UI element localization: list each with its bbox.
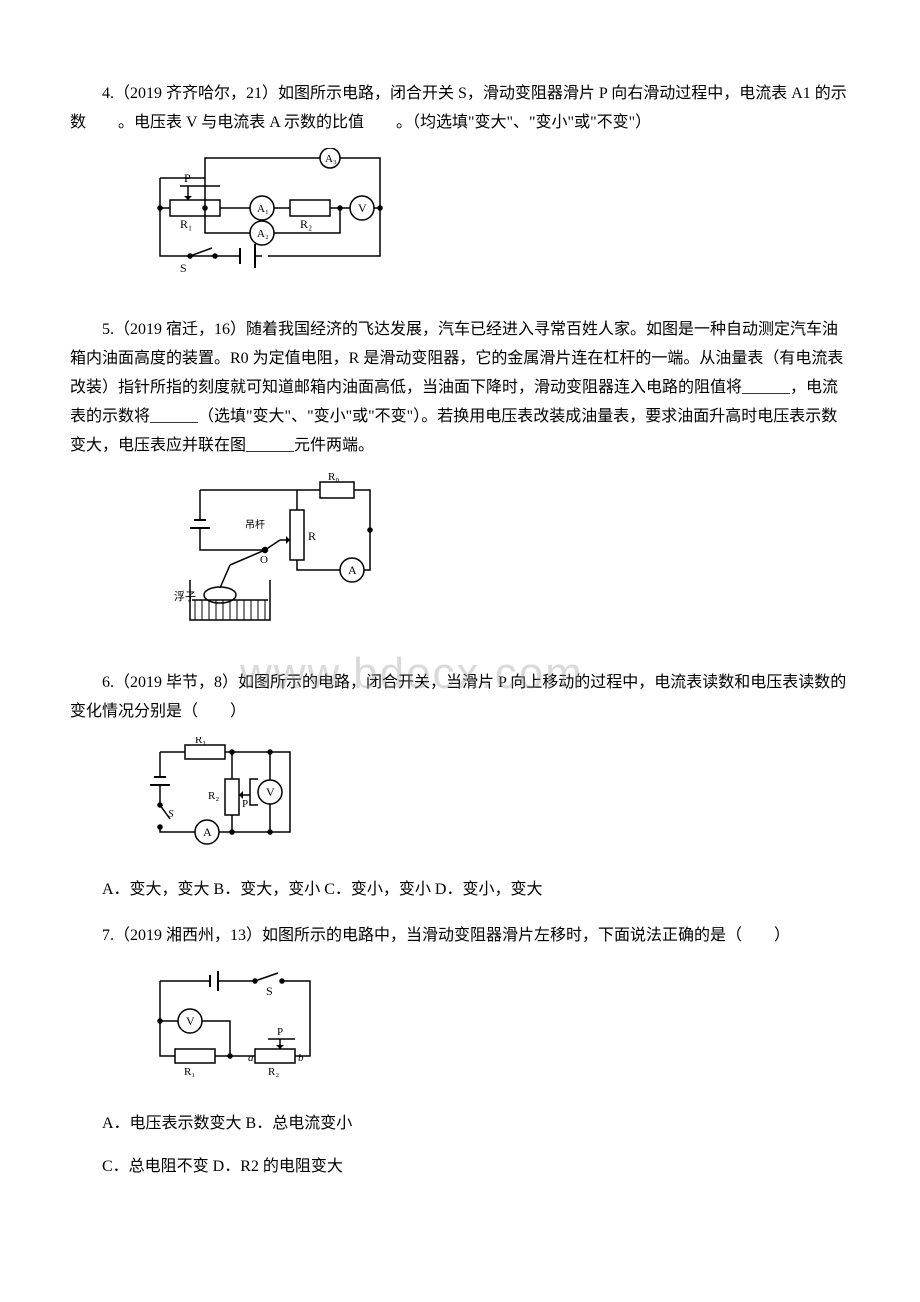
q7-r2-label: R₂ <box>268 1066 279 1078</box>
question-6: 6.（2019 毕节，8）如图所示的电路，闭合开关，当滑片 P 向上移动的过程中… <box>70 669 850 904</box>
q7-a-label: a <box>248 1052 254 1064</box>
q5-o-label: O <box>260 554 268 566</box>
question-5: 5.（2019 宿迁，16）随着我国经济的飞达发展，汽车已经进入寻常百姓人家。如… <box>70 316 850 651</box>
q6-text: 6.（2019 毕节，8）如图所示的电路，闭合开关，当滑片 P 向上移动的过程中… <box>70 669 850 727</box>
q5-figure: R₀ R A O 浮子 吊杆 <box>170 470 850 651</box>
q7-s-label: S <box>266 984 273 998</box>
q7-figure: S V R₁ R₂ a b P <box>140 961 850 1092</box>
q7-v-label: V <box>186 1014 195 1028</box>
q6-v-label: V <box>266 785 275 799</box>
q4-a3-label: A₃ <box>325 153 337 165</box>
q7-options-1: A．电压表示数变大 B．总电流变小 <box>70 1110 850 1139</box>
q5-float-label: 浮子 <box>174 590 196 603</box>
q4-text: 4.（2019 齐齐哈尔，21）如图所示电路，闭合开关 S，滑动变阻器滑片 P … <box>70 80 850 138</box>
q5-r0-label: R₀ <box>328 471 339 483</box>
q7-options-2: C．总电阻不变 D．R2 的电阻变大 <box>70 1153 850 1182</box>
q4-v-label: V <box>358 201 367 215</box>
q6-figure: R₁ R₂ S A V P <box>140 737 850 858</box>
q6-r1-label: R₁ <box>195 737 206 746</box>
q6-s-label: S <box>168 808 174 820</box>
q7-r1-label: R₁ <box>184 1066 195 1078</box>
q6-options: A．变大，变大 B．变大，变小 C．变小，变小 D．变小，变大 <box>70 876 850 905</box>
q4-p-label: P <box>184 171 191 185</box>
q4-figure: R₁ R₂ A₁ A₂ A₃ V S P <box>140 148 850 299</box>
q7-p-label: P <box>277 1026 283 1038</box>
q5-a-label: A <box>348 563 357 577</box>
question-4: 4.（2019 齐齐哈尔，21）如图所示电路，闭合开关 S，滑动变阻器滑片 P … <box>70 80 850 298</box>
q7-b-label: b <box>298 1052 304 1064</box>
q4-a1-label: A₁ <box>257 203 269 215</box>
q5-rod-label: 吊杆 <box>245 519 265 531</box>
q5-text: 5.（2019 宿迁，16）随着我国经济的飞达发展，汽车已经进入寻常百姓人家。如… <box>70 316 850 460</box>
q6-r2-label: R₂ <box>208 790 219 802</box>
q7-text: 7.（2019 湘西州，13）如图所示的电路中，当滑动变阻器滑片左移时，下面说法… <box>70 922 850 951</box>
q4-r2-label: R₂ <box>300 217 312 231</box>
q5-r-label: R <box>308 529 316 543</box>
q6-p-label: P <box>242 798 248 810</box>
q4-s-label: S <box>180 261 187 275</box>
q4-a2-label: A₂ <box>257 228 269 240</box>
q4-r1-label: R₁ <box>180 217 192 231</box>
question-7: 7.（2019 湘西州，13）如图所示的电路中，当滑动变阻器滑片左移时，下面说法… <box>70 922 850 1181</box>
q6-a-label: A <box>203 825 212 839</box>
